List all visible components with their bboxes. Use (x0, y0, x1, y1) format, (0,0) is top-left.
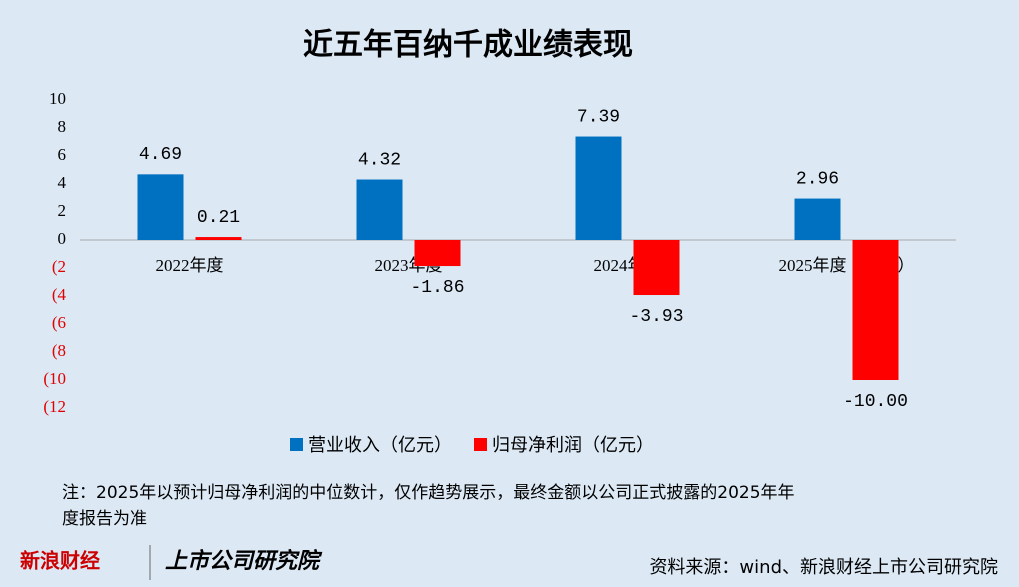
legend-swatch (290, 438, 303, 451)
bar (852, 240, 899, 380)
data-label: 4.32 (358, 150, 401, 170)
y-tick-label: 2 (58, 201, 67, 220)
bar (356, 179, 403, 240)
bar (195, 237, 242, 240)
bar (794, 198, 841, 240)
logo: 上市公司研究院 (165, 548, 323, 574)
chart-title: 近五年百纳千成业绩表现 (303, 28, 633, 63)
y-tick-label: (12 (43, 397, 66, 416)
y-tick-label: 6 (58, 145, 67, 164)
data-label: 0.21 (197, 208, 240, 228)
y-tick-label: (10 (43, 369, 66, 388)
note-line: 度报告为准 (62, 509, 147, 529)
y-tick-label: 10 (49, 89, 66, 108)
y-tick-label: 0 (58, 229, 67, 248)
legend-label: 营业收入（亿元） (308, 435, 452, 456)
legend-label: 归母净利润（亿元） (492, 435, 654, 456)
y-tick-label: 8 (58, 117, 67, 136)
bar (137, 174, 184, 240)
x-tick-label: 2022年度 (156, 256, 224, 275)
bar (414, 240, 461, 267)
note-line: 注：2025年以预计归母净利润的中位数计，仅作趋势展示，最终金额以公司正式披露的… (62, 483, 795, 503)
y-tick-label: (4 (52, 285, 67, 304)
data-label: 2.96 (796, 169, 839, 189)
bar (575, 136, 622, 240)
data-label: -3.93 (629, 307, 683, 327)
logo: 新浪财经 (20, 549, 100, 573)
y-tick-label: (8 (52, 341, 66, 360)
bar (633, 240, 680, 296)
data-label: 4.69 (139, 145, 182, 165)
data-label: 7.39 (577, 107, 620, 127)
data-label: -1.86 (410, 278, 464, 298)
legend-swatch (474, 438, 487, 451)
y-tick-label: (2 (52, 257, 66, 276)
data-label: -10.00 (843, 392, 908, 412)
source: 资料来源：wind、新浪财经上市公司研究院 (649, 557, 998, 578)
y-tick-label: (6 (52, 313, 66, 332)
y-tick-label: 4 (58, 173, 67, 192)
